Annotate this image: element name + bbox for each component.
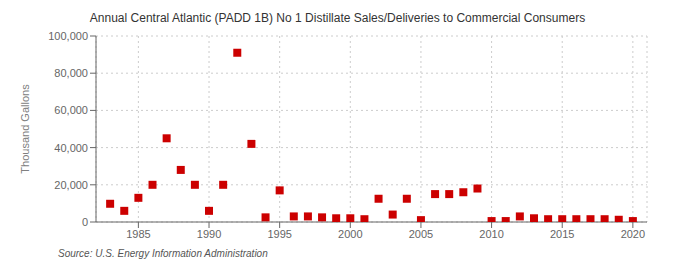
svg-text:1995: 1995 — [267, 228, 291, 240]
svg-text:Thousand Gallons: Thousand Gallons — [19, 84, 31, 174]
svg-text:0: 0 — [82, 216, 88, 228]
html-text:Annual Central Atlantic (PADD: Annual Central Atlantic (PADD 1B) No 1 D… — [89, 11, 586, 25]
svg-text:2015: 2015 — [550, 228, 574, 240]
svg-text:40,000: 40,000 — [54, 142, 88, 154]
svg-text:2010: 2010 — [479, 228, 503, 240]
svg-text:100,000: 100,000 — [48, 30, 88, 42]
html-text:Source: U.S. Energy Informatio: Source: U.S. Energy Information Administ… — [58, 248, 268, 259]
svg-text:60,000: 60,000 — [54, 104, 88, 116]
svg-text:20,000: 20,000 — [54, 179, 88, 191]
svg-text:80,000: 80,000 — [54, 67, 88, 79]
svg-text:1985: 1985 — [126, 228, 150, 240]
svg-text:1990: 1990 — [197, 228, 221, 240]
svg-text:2020: 2020 — [621, 228, 645, 240]
svg-text:2000: 2000 — [338, 228, 362, 240]
svg-text:2005: 2005 — [409, 228, 433, 240]
